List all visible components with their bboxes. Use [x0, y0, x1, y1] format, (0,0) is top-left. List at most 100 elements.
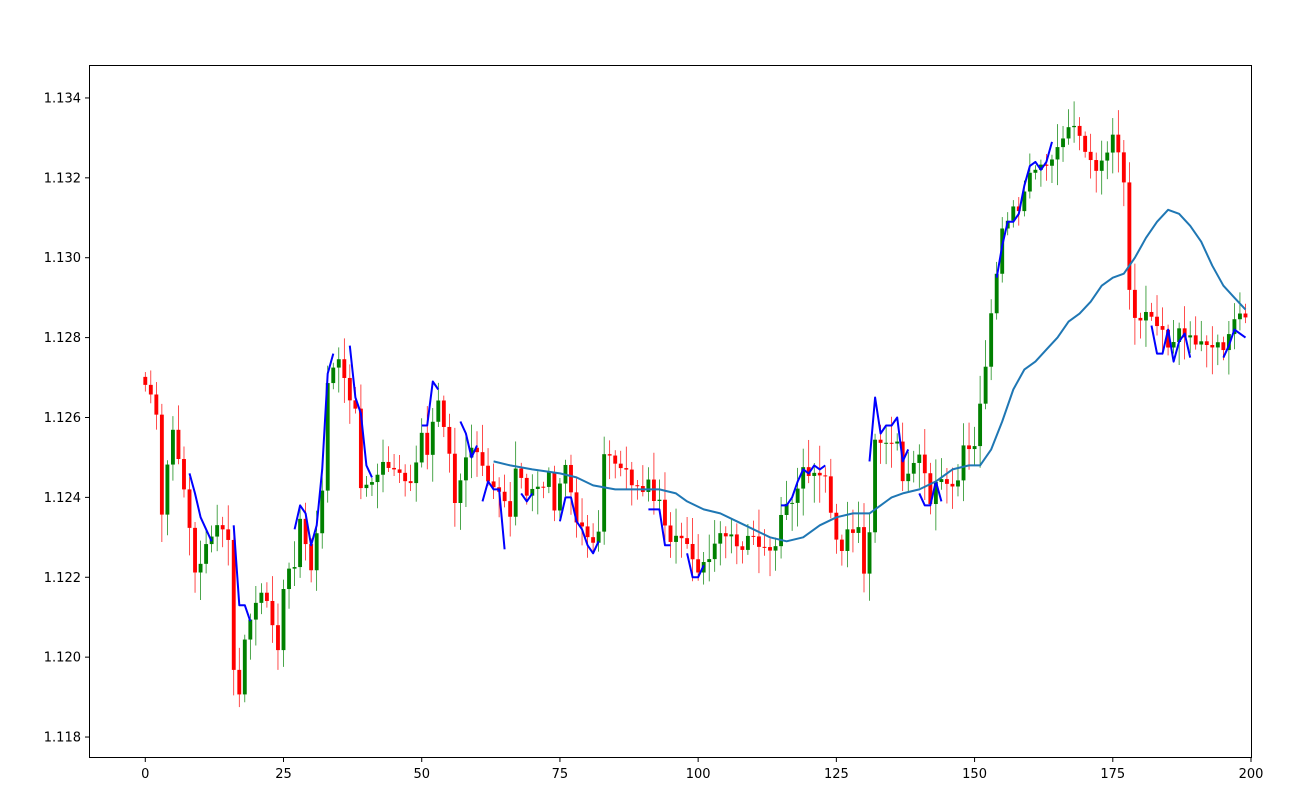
candle-body [768, 547, 772, 551]
candle-body [950, 483, 955, 487]
candle-body [557, 483, 562, 511]
candle-body [961, 445, 966, 481]
candle-body [314, 533, 319, 571]
candle-body [347, 377, 352, 401]
candle-body [370, 482, 374, 485]
candle-body [226, 529, 231, 540]
candle-body [867, 532, 872, 574]
x-tick-label: 150 [962, 767, 987, 782]
candle-body [519, 468, 524, 478]
candle-body [1099, 160, 1104, 171]
candle-body [546, 472, 551, 487]
x-tick-label: 50 [413, 767, 430, 782]
candle-body [856, 527, 861, 533]
candle-body [1171, 341, 1176, 348]
candle-body [679, 535, 684, 539]
candle-body [193, 527, 197, 573]
candle-body [320, 490, 325, 534]
candle-body [425, 432, 430, 455]
candle-body [154, 394, 159, 415]
candle-body [723, 533, 728, 537]
candle-body [441, 400, 446, 427]
candle-body [358, 408, 363, 489]
candle-body [745, 535, 750, 550]
candle-body [618, 463, 623, 469]
candle-body [845, 529, 850, 551]
candle-body [873, 439, 877, 533]
candle-body [381, 461, 385, 475]
candle-body [198, 563, 203, 573]
candle-body [779, 514, 784, 547]
candle-body [569, 464, 573, 493]
candle-body [1083, 135, 1088, 152]
signal-line-segment [188, 473, 213, 542]
candle-body [994, 273, 999, 314]
candle-body [707, 559, 712, 563]
x-axis: 0 25 50 75 100 125 150 175 200 [141, 757, 1263, 782]
candle-body [585, 526, 590, 538]
candle-body [1105, 152, 1110, 161]
candle-body [1221, 342, 1226, 351]
candle-body [480, 452, 485, 466]
candle-body [1199, 341, 1204, 345]
x-tick-label: 200 [1239, 767, 1264, 782]
candle-body [414, 462, 419, 484]
candle-body [452, 453, 457, 503]
candle-body [552, 472, 557, 511]
candle-body [1177, 328, 1182, 342]
candle-body [1238, 313, 1242, 320]
candle-body [1121, 152, 1126, 183]
candle-body [1155, 316, 1159, 327]
signal-line-segment [348, 345, 373, 478]
y-tick-label: 1.132 [44, 171, 81, 186]
candle-body [408, 481, 413, 484]
candle-body [668, 525, 673, 542]
candle-body [591, 537, 596, 543]
candle-body [596, 531, 601, 543]
candle-body [270, 600, 275, 626]
candle-body [159, 414, 164, 515]
candle-body [1204, 341, 1209, 346]
lines-layer [188, 141, 1247, 622]
candle-body [828, 476, 833, 513]
y-tick-label: 1.124 [44, 491, 81, 506]
candle-body [464, 457, 468, 481]
candle-body [784, 503, 789, 515]
candle-body [933, 482, 938, 505]
candle-body [182, 459, 186, 490]
candle-body [276, 625, 280, 651]
candle-body [392, 467, 397, 470]
y-tick-label: 1.130 [44, 251, 81, 266]
signal-line-segment [293, 353, 335, 547]
candle-body [403, 472, 408, 482]
candle-body [972, 446, 977, 450]
candle-body [1243, 313, 1248, 318]
candle-body [430, 421, 435, 455]
y-tick-label: 1.128 [44, 331, 81, 346]
signal-line-segment [868, 396, 910, 463]
candle-body [148, 384, 153, 395]
plot-area-frame [89, 65, 1252, 758]
signal-line-segment [648, 508, 671, 547]
candle-body [342, 359, 347, 378]
candle-body [535, 486, 540, 489]
candle-body [1094, 160, 1099, 171]
candle-body [524, 477, 529, 496]
candle-body [176, 429, 181, 460]
signal-line-segment [995, 141, 1053, 278]
candle-body [983, 366, 988, 404]
candle-body [657, 499, 662, 501]
signal-line-segment [918, 480, 943, 507]
candle-body [1226, 334, 1231, 351]
candle-body [978, 403, 983, 447]
candle-body [757, 536, 761, 547]
candle-body [884, 442, 889, 444]
candle-body [1149, 311, 1154, 317]
candle-body [834, 512, 839, 540]
candle-body [817, 472, 822, 476]
candle-body [624, 468, 629, 470]
signal-line-segment [1222, 328, 1247, 359]
candle-body [911, 462, 916, 474]
